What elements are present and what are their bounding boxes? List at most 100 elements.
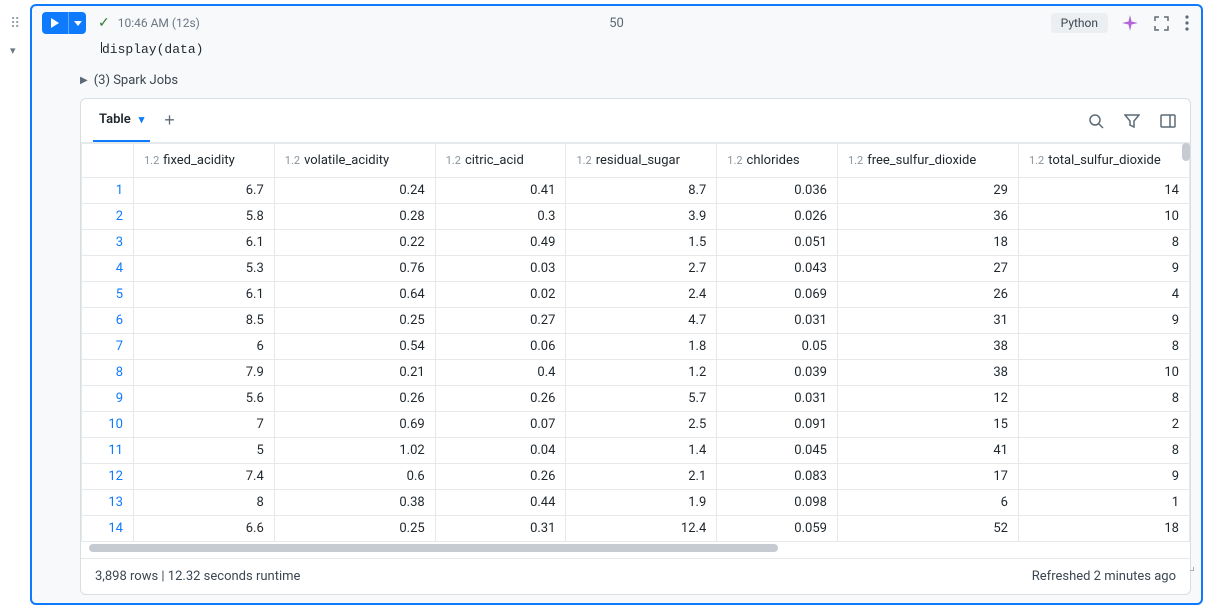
cell-value: 15 [837,412,1018,438]
run-button[interactable] [42,12,68,34]
cell-value: 1.4 [566,438,717,464]
spark-jobs-toggle[interactable]: ▶ (3) Spark Jobs [32,67,1201,98]
cell-value: 9 [1018,256,1189,282]
cell-value: 2.1 [566,464,717,490]
add-tab-button[interactable]: + [164,110,175,131]
cell-value: 0.69 [274,412,435,438]
table-row[interactable]: 1151.020.041.40.045418 [82,438,1190,464]
column-header[interactable]: 1.2 volatile_acidity [274,144,435,178]
cell-value: 0.26 [435,464,566,490]
table-row[interactable]: 45.30.760.032.70.043279 [82,256,1190,282]
output-panel: Table ▾ + 1.2fixed_acidity1.2volatile_ac… [80,98,1191,595]
dtype-badge: 1.2 [1029,154,1044,167]
chevron-down-icon[interactable]: ▾ [139,113,145,126]
output-footer: 3,898 rows | 12.32 seconds runtime Refre… [81,558,1190,594]
cell-value: 2.5 [566,412,717,438]
cell-value: 0.28 [274,204,435,230]
search-icon[interactable] [1086,111,1106,131]
row-number: 3 [82,230,134,256]
cell-value: 36 [837,204,1018,230]
cell-value: 5.8 [134,204,275,230]
table-row[interactable]: 95.60.260.265.70.031128 [82,386,1190,412]
table-row[interactable]: 760.540.061.80.05388 [82,334,1190,360]
column-header[interactable]: 1.2chlorides [717,144,838,178]
row-number: 10 [82,412,134,438]
table-row[interactable]: 16.70.240.418.70.0362914 [82,178,1190,204]
side-panel-icon[interactable] [1158,111,1178,131]
table-row[interactable]: 36.10.220.491.50.051188 [82,230,1190,256]
row-number: 5 [82,282,134,308]
cell-value: 8 [1018,386,1189,412]
expand-icon[interactable] [1152,14,1171,33]
row-number: 9 [82,386,134,412]
cell-number: 50 [609,16,624,31]
dtype-badge: 1.2 [144,154,159,167]
play-icon [50,18,60,28]
cell-value: 0.031 [717,308,838,334]
data-table: 1.2fixed_acidity1.2volatile_acidity1.2ci… [81,143,1190,542]
cell-value: 8 [1018,438,1189,464]
table-row[interactable]: 56.10.640.022.40.069264 [82,282,1190,308]
resize-handle-icon[interactable]: ⌟ [1189,559,1191,573]
cell-value: 7.4 [134,464,275,490]
cell-value: 0.091 [717,412,838,438]
dtype-badge: 1.2 [727,154,742,167]
code-editor[interactable]: display(data) [32,40,1201,67]
column-header[interactable]: 1.2citric_acid [435,144,566,178]
assistant-sparkle-icon[interactable] [1120,13,1140,33]
cell-value: 6 [837,490,1018,516]
cell-value: 0.03 [435,256,566,282]
cell-value: 1.02 [274,438,435,464]
run-dropdown-button[interactable] [68,12,86,34]
cell-value: 8 [134,490,275,516]
cell-value: 0.3 [435,204,566,230]
cell-value: 4 [1018,282,1189,308]
table-row[interactable]: 1380.380.441.90.09861 [82,490,1190,516]
column-name: total_sulfur_dioxide [1048,153,1161,168]
table-row[interactable]: 25.80.280.33.90.0263610 [82,204,1190,230]
table-row[interactable]: 68.50.250.274.70.031319 [82,308,1190,334]
cell-value: 41 [837,438,1018,464]
table-row[interactable]: 1070.690.072.50.091152 [82,412,1190,438]
cell-value: 0.25 [274,516,435,542]
kebab-menu-icon[interactable] [1183,13,1191,33]
vertical-scrollbar[interactable] [1182,143,1190,161]
cell-value: 10 [1018,360,1189,386]
cell-value: 14 [1018,178,1189,204]
cell-value: 0.051 [717,230,838,256]
column-name: residual_sugar [596,153,680,168]
collapse-caret-icon[interactable]: ▾ [10,44,16,57]
filter-icon[interactable] [1122,111,1142,131]
dtype-badge: 1.2 [576,154,591,167]
cell-value: 1.9 [566,490,717,516]
cell-value: 29 [837,178,1018,204]
column-header[interactable]: 1.2 residual_sugar [566,144,717,178]
horizontal-scrollbar-track[interactable] [89,544,1182,554]
table-row[interactable]: 127.40.60.262.10.083179 [82,464,1190,490]
cell-value: 0.036 [717,178,838,204]
cell-value: 5.7 [566,386,717,412]
horizontal-scrollbar-thumb[interactable] [89,544,778,552]
cell-value: 52 [837,516,1018,542]
cell-value: 0.76 [274,256,435,282]
cell-value: 8.7 [566,178,717,204]
column-header[interactable]: 1.2free_sulfur_dioxide [837,144,1018,178]
column-header[interactable]: 1.2fixed_acidity [134,144,275,178]
cell-value: 9 [1018,464,1189,490]
column-name: volatile_acidity [304,153,389,168]
row-number: 4 [82,256,134,282]
cell-value: 0.41 [435,178,566,204]
language-badge[interactable]: Python [1051,13,1108,33]
table-row[interactable]: 87.90.210.41.20.0393810 [82,360,1190,386]
column-header[interactable]: 1.2 total_sulfur_dioxide [1018,144,1189,178]
panel-actions [1086,111,1178,131]
cell-value: 5.6 [134,386,275,412]
dtype-badge: 1.2 [285,154,300,167]
tab-table[interactable]: Table ▾ [93,99,150,142]
cell-value: 2 [1018,412,1189,438]
cell-value: 8.5 [134,308,275,334]
cell-value: 0.069 [717,282,838,308]
table-row[interactable]: 146.60.250.3112.40.0595218 [82,516,1190,542]
cell-value: 0.031 [717,386,838,412]
drag-handle-icon[interactable]: ⠿ [10,16,18,32]
